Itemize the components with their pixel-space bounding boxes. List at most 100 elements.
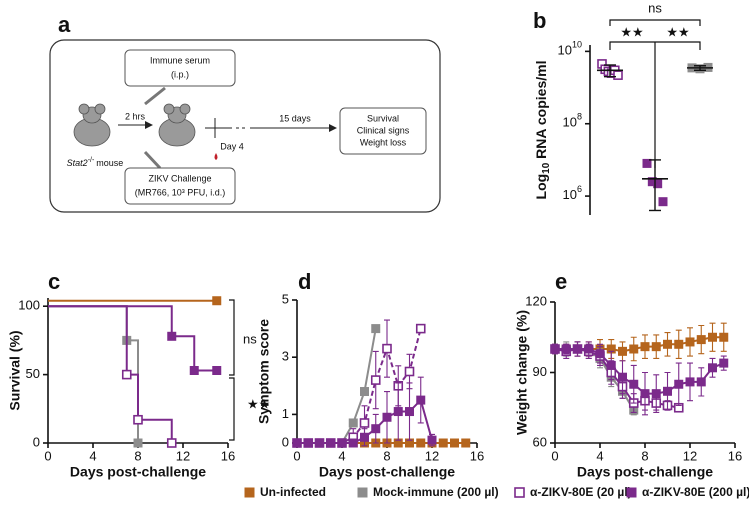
tick-base: 10 [563,115,577,130]
frame [49,39,441,213]
y-tick-label: 5 [282,291,289,306]
point [719,358,729,368]
point [382,412,392,422]
panel-a: a Immune serum (i.p.) Stat2-/- mouse 2 hr… [49,12,441,213]
y-tick-label: 106 [563,184,582,202]
point [166,438,177,448]
chart: e 60 90 120 Weight change (%) 0 4 8 12 16 Days pos… [514,269,743,480]
panel-label: e [555,269,567,294]
survival-line [48,305,173,443]
point [606,360,616,370]
point [674,339,684,349]
bracket [609,41,701,168]
mouse [73,103,196,147]
word: mouse [96,158,123,168]
bracket [609,19,701,26]
y-label-part: Log [533,174,549,200]
legend-swatch [626,487,637,498]
tick-base: 10 [558,43,572,58]
interval: 2 hrs [125,111,146,121]
point [561,344,571,354]
point [685,377,695,387]
point [685,337,695,347]
box [124,49,236,87]
point [359,418,370,428]
bracket [229,377,235,441]
panel-label: b [533,8,546,33]
syringe [144,86,166,106]
box [339,107,427,155]
x-tick-label: 16 [221,448,235,463]
point [629,344,639,354]
point [642,158,652,168]
y-label-sub: 10 [541,162,552,174]
box [124,167,236,205]
day: Day 4 [220,141,244,151]
point [405,407,414,417]
x-tick-label: 12 [683,448,697,463]
box-text: Immune serum [150,55,210,65]
point [674,379,684,389]
point [371,324,381,334]
point [618,372,627,382]
panel-label: c [48,269,60,294]
x-tick-label: 4 [338,448,345,463]
point [360,387,369,397]
chart: d 0 1 3 5 Symptom score 0 4 8 12 16 Days post-chall… [256,269,485,480]
box-text: (MR766, 10³ PFU, i.d.) [135,187,226,197]
point [292,438,302,448]
y-axis-label: Log10 RNA copies/ml [533,61,552,200]
x-tick-label: 0 [44,448,51,463]
legend-swatch [244,487,255,498]
x-axis-label: Days post-challenge [70,464,206,480]
point [595,349,605,359]
y-tick-label: 108 [563,112,582,130]
point [550,344,560,354]
y-tick-label: 120 [525,293,547,308]
point [573,344,582,354]
point [404,366,415,377]
point [416,395,426,405]
point [167,331,177,341]
point [360,432,369,442]
point [133,414,143,425]
survival-line [48,305,217,372]
point [121,369,132,380]
genotype: -/- [88,157,95,164]
duration: 15 days [279,113,311,123]
x-tick-label: 8 [134,448,141,463]
point [438,438,448,448]
point [663,386,672,396]
legend-swatch [357,487,368,498]
legend-label: α-ZIKV-80E (200 µl) [642,485,749,499]
point [461,438,471,448]
mouse-label: Stat2-/- mouse [67,157,124,169]
x-tick-label: 4 [89,448,96,463]
point [348,438,358,448]
point [212,296,222,306]
x-axis-label: Days post-challenge [319,464,455,480]
point [450,438,459,448]
annotation: ★★ [666,24,689,39]
point [653,179,663,189]
y-tick-label: 3 [282,349,289,364]
point [640,342,650,352]
x-tick-label: 16 [470,448,484,463]
panel-label: d [298,269,311,294]
tick-exp: 10 [572,40,582,50]
y-tick-label: 90 [533,364,547,379]
point [212,366,222,375]
box-text: (i.p.) [171,69,189,79]
point [651,389,661,399]
annotation: ★★ [247,396,270,411]
point [613,70,623,80]
legend-label: Un-infected [260,485,326,499]
legend-label: Mock-immune (200 µl) [373,485,499,499]
tick-exp: 8 [577,112,582,122]
point [326,438,336,448]
point [708,332,717,342]
point [651,342,661,352]
